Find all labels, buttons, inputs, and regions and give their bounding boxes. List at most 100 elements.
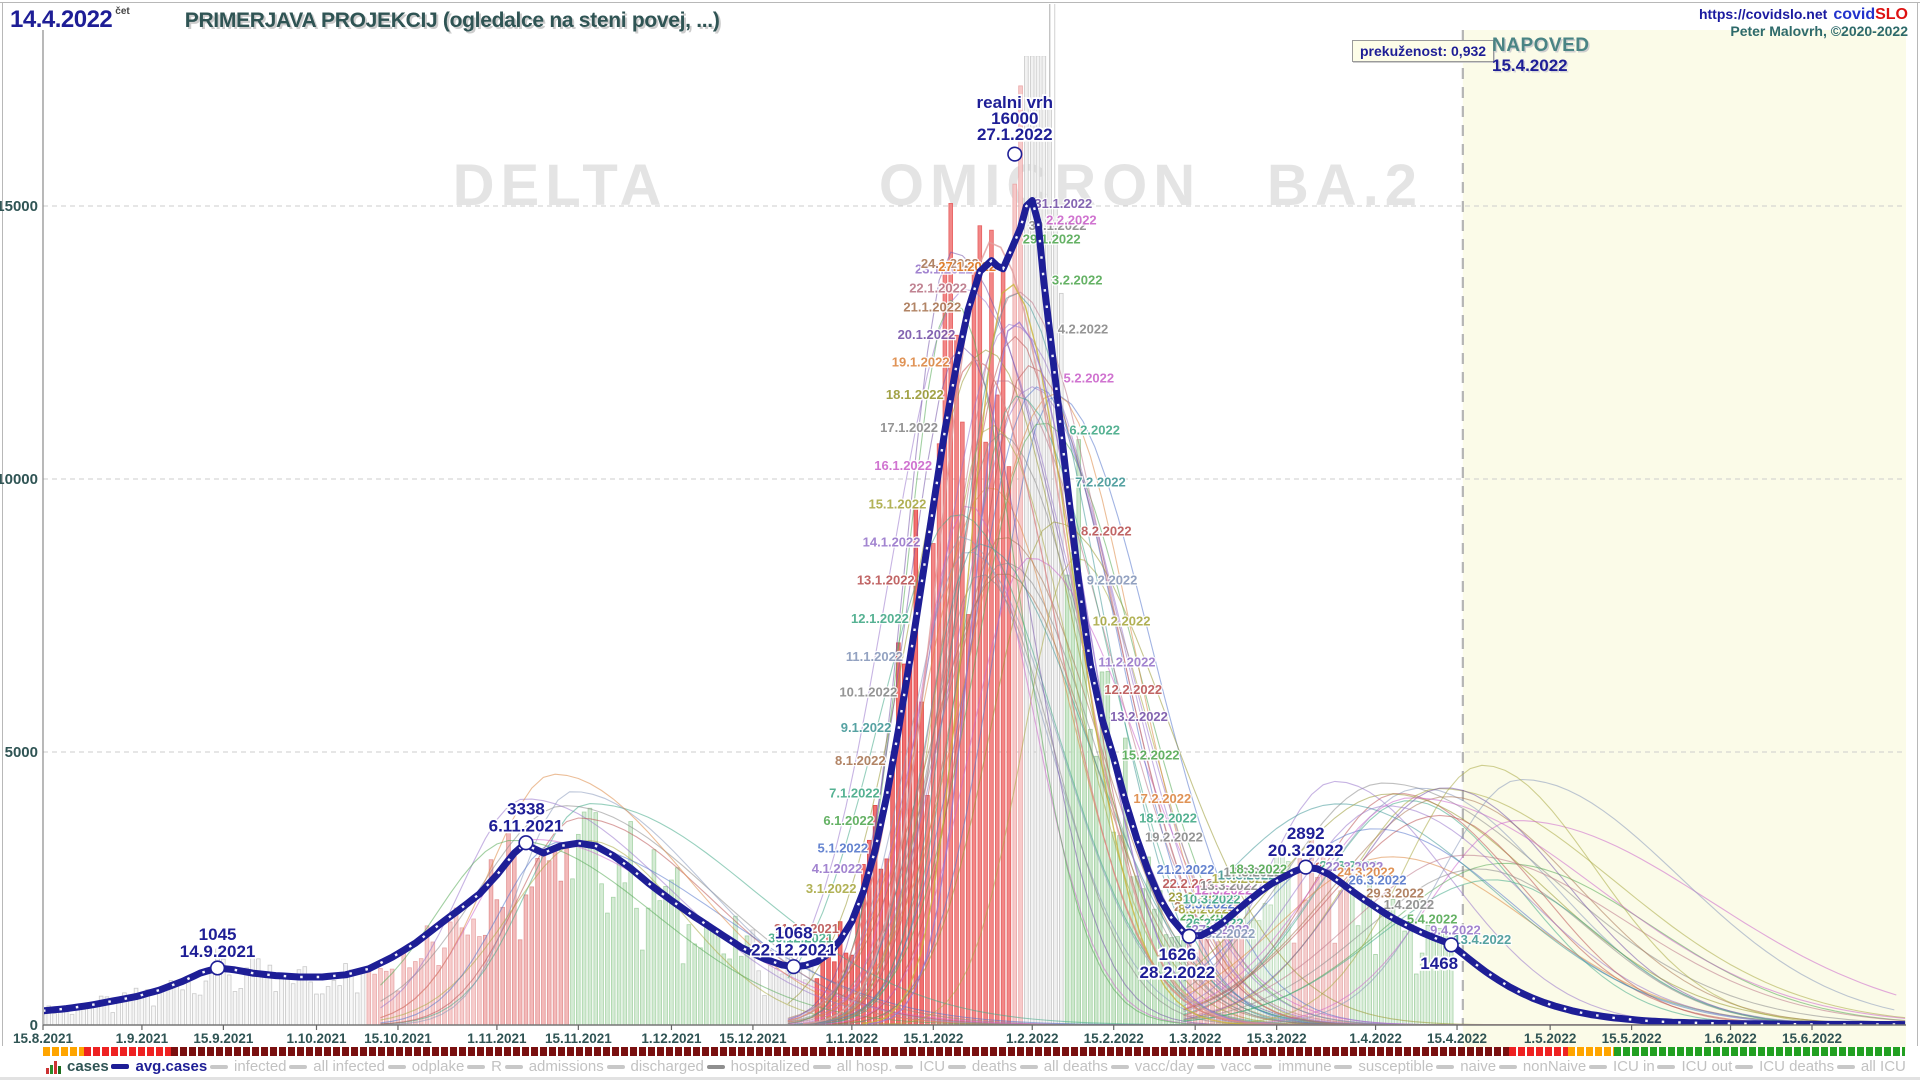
legend-item-label: immune bbox=[1278, 1058, 1332, 1075]
series-dash-icon bbox=[467, 1064, 486, 1069]
prekuzenost-badge: prekuženost: 0,932 bbox=[1352, 40, 1495, 62]
legend-item-label: vacc bbox=[1220, 1058, 1252, 1075]
svg-text:17.2.2022: 17.2.2022 bbox=[1133, 791, 1191, 806]
legend-item-icu-deaths[interactable]: ICU deaths bbox=[1735, 1058, 1834, 1075]
legend-item-odplake[interactable]: odplake bbox=[387, 1058, 465, 1075]
svg-text:30.1.2022: 30.1.2022 bbox=[1029, 218, 1087, 233]
svg-text:30.12.2021: 30.12.2021 bbox=[768, 930, 833, 945]
x-axis-label: 1.2.2022 bbox=[1006, 1031, 1059, 1046]
series-dash-icon bbox=[504, 1064, 523, 1069]
x-axis-label: 15.11.2021 bbox=[545, 1031, 612, 1046]
legend-item-icu-in[interactable]: ICU in bbox=[1588, 1058, 1655, 1075]
x-axis-label: 15.6.2022 bbox=[1782, 1031, 1842, 1046]
x-axis-label: 15.8.2021 bbox=[13, 1031, 74, 1046]
legend-item-all-hosp-[interactable]: all hosp. bbox=[812, 1058, 893, 1075]
measures-segment bbox=[1614, 1047, 1906, 1056]
x-axis-label: 15.10.2021 bbox=[364, 1031, 432, 1046]
x-axis-label: 15.3.2022 bbox=[1247, 1031, 1307, 1046]
legend-item-immune[interactable]: immune bbox=[1254, 1058, 1332, 1075]
legend-bar: cases avg.cases infected all infected odplak… bbox=[46, 1058, 1906, 1075]
legend-item-naive[interactable]: naive bbox=[1436, 1058, 1496, 1075]
legend-item-icu-out[interactable]: ICU out bbox=[1657, 1058, 1732, 1075]
legend-item-label: susceptible bbox=[1358, 1058, 1434, 1075]
svg-text:3.2.2022: 3.2.2022 bbox=[1052, 272, 1103, 287]
svg-text:16000: 16000 bbox=[991, 109, 1038, 128]
svg-text:16.1.2022: 16.1.2022 bbox=[874, 458, 932, 473]
series-dash-icon bbox=[1196, 1064, 1215, 1069]
legend-item-label: ICU deaths bbox=[1759, 1058, 1835, 1075]
legend-item-label: odplake bbox=[411, 1058, 465, 1075]
cases-bars-icon bbox=[46, 1060, 61, 1074]
svg-text:16.3.2022: 16.3.2022 bbox=[1218, 868, 1276, 883]
series-dash-icon bbox=[1836, 1064, 1855, 1069]
svg-text:12.1.2022: 12.1.2022 bbox=[851, 611, 909, 626]
header-right: https://covidslo.net covidSLO Peter Malov… bbox=[1699, 6, 1908, 40]
svg-text:7.2.2022: 7.2.2022 bbox=[1075, 474, 1126, 489]
legend-item-icu[interactable]: ICU bbox=[895, 1058, 945, 1075]
svg-text:17.1.2022: 17.1.2022 bbox=[880, 420, 938, 435]
svg-text:1626: 1626 bbox=[1158, 945, 1196, 964]
series-dash-icon bbox=[1588, 1064, 1607, 1069]
current-weekday: čet bbox=[115, 6, 130, 17]
svg-text:11.1.2022: 11.1.2022 bbox=[846, 649, 903, 664]
legend-item-nonnaive[interactable]: nonNaive bbox=[1498, 1058, 1586, 1075]
svg-text:20.3.2022: 20.3.2022 bbox=[1268, 841, 1344, 860]
svg-text:3.1.2022: 3.1.2022 bbox=[806, 881, 857, 896]
legend-item-label: hospitalized bbox=[730, 1058, 810, 1075]
measures-segment bbox=[171, 1047, 1510, 1056]
legend-item-label: deaths bbox=[971, 1058, 1017, 1075]
series-dash-icon bbox=[1110, 1064, 1129, 1069]
measures-segment bbox=[83, 1047, 171, 1056]
series-dash-icon bbox=[1019, 1064, 1038, 1069]
svg-text:4.1.2022: 4.1.2022 bbox=[812, 861, 863, 876]
forecast-panel: NAPOVED 15.4.2022 bbox=[1492, 36, 1589, 76]
svg-text:22.12.2021: 22.12.2021 bbox=[751, 941, 836, 960]
legend-item-vacc-day[interactable]: vacc/day bbox=[1110, 1058, 1194, 1075]
svg-text:5.4.2022: 5.4.2022 bbox=[1407, 911, 1458, 926]
x-axis-label: 15.4.2022 bbox=[1427, 1031, 1487, 1046]
chart-frame-left bbox=[2, 2, 3, 1046]
legend-item-r[interactable]: R bbox=[467, 1058, 502, 1075]
site-url-link[interactable]: https://covidslo.net bbox=[1698, 6, 1828, 22]
legend-item-avg-cases[interactable]: avg.cases bbox=[111, 1058, 207, 1075]
svg-text:2892: 2892 bbox=[1287, 824, 1325, 843]
legend-item-all-icu[interactable]: all ICU bbox=[1836, 1058, 1906, 1075]
legend-item-cases[interactable]: cases bbox=[46, 1058, 109, 1075]
legend-item-all-infected[interactable]: all infected bbox=[289, 1058, 385, 1075]
chart-frame-right bbox=[1917, 2, 1918, 1046]
svg-text:9.4.2022: 9.4.2022 bbox=[1430, 923, 1481, 938]
legend-item-deaths[interactable]: deaths bbox=[947, 1058, 1017, 1075]
legend-item-susceptible[interactable]: susceptible bbox=[1334, 1058, 1433, 1075]
series-dash-icon bbox=[1334, 1064, 1353, 1069]
svg-text:7.1.2022: 7.1.2022 bbox=[829, 786, 880, 801]
legend-item-all-deaths[interactable]: all deaths bbox=[1019, 1058, 1108, 1075]
legend-item-infected[interactable]: infected bbox=[209, 1058, 287, 1075]
svg-text:1468: 1468 bbox=[1420, 954, 1458, 973]
svg-text:27.1.2022: 27.1.2022 bbox=[977, 125, 1053, 144]
svg-text:15.2.2022: 15.2.2022 bbox=[1122, 747, 1180, 762]
legend-item-label: all hosp. bbox=[836, 1058, 893, 1075]
watermark-delta: DELTA bbox=[453, 153, 668, 218]
svg-text:realni vrh: realni vrh bbox=[977, 93, 1054, 112]
svg-text:26.3.2022: 26.3.2022 bbox=[1349, 872, 1407, 887]
series-dash-icon bbox=[1657, 1064, 1676, 1069]
forecast-region bbox=[1462, 30, 1906, 1051]
legend-item-discharged[interactable]: discharged bbox=[606, 1058, 704, 1075]
legend-item-label: avg.cases bbox=[135, 1058, 208, 1075]
svg-text:8.1.2022: 8.1.2022 bbox=[835, 753, 886, 768]
series-dash-icon bbox=[947, 1064, 966, 1069]
legend-item-vacc[interactable]: vacc bbox=[1196, 1058, 1252, 1075]
measures-segment bbox=[1567, 1047, 1615, 1056]
legend-item-label: ICU bbox=[919, 1058, 946, 1075]
series-dash-icon bbox=[1254, 1064, 1273, 1069]
legend-item-hospitalized[interactable]: hospitalized bbox=[706, 1058, 810, 1075]
svg-text:23.1.2022: 23.1.2022 bbox=[915, 262, 973, 277]
measures-timeline-strip bbox=[43, 1047, 1907, 1056]
svg-text:14.1.2022: 14.1.2022 bbox=[863, 535, 921, 550]
svg-text:24.2.2022: 24.2.2022 bbox=[1174, 899, 1232, 914]
legend-item-admissions[interactable]: admissions bbox=[504, 1058, 604, 1075]
svg-text:13.3.2022: 13.3.2022 bbox=[1200, 878, 1258, 893]
svg-text:22.2.2022: 22.2.2022 bbox=[1162, 876, 1220, 891]
svg-text:9.1.2022: 9.1.2022 bbox=[841, 720, 892, 735]
